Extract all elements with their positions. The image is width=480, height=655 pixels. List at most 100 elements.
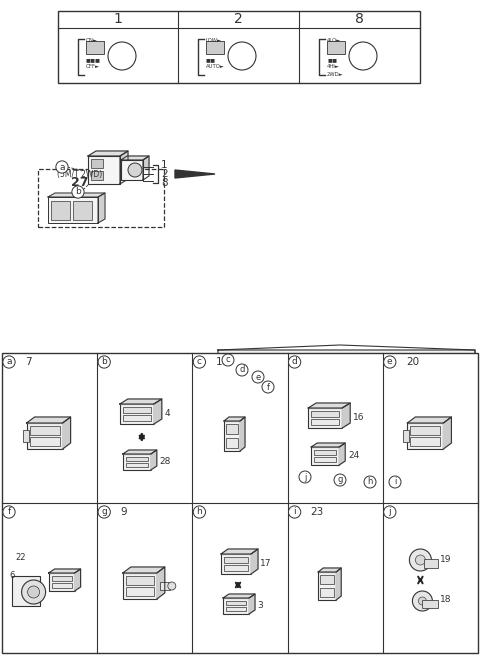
Polygon shape: [251, 549, 258, 574]
Circle shape: [412, 591, 432, 611]
Bar: [403, 430, 409, 442]
Bar: [86, 41, 104, 54]
Bar: [126, 587, 154, 596]
Text: 27: 27: [71, 176, 89, 189]
Bar: [311, 447, 339, 465]
Text: 4HI►: 4HI►: [327, 64, 340, 69]
Text: ■■■: ■■■: [86, 58, 101, 62]
Bar: [160, 582, 170, 590]
Bar: [311, 411, 339, 417]
Text: j: j: [388, 508, 391, 517]
Bar: [48, 573, 74, 591]
Text: 2WD►: 2WD►: [327, 73, 344, 77]
Circle shape: [415, 555, 425, 565]
Text: 18: 18: [441, 595, 452, 605]
Bar: [410, 426, 441, 435]
Polygon shape: [154, 399, 162, 424]
Bar: [318, 572, 336, 600]
Bar: [320, 575, 334, 584]
Text: e: e: [387, 358, 393, 367]
Text: 28: 28: [160, 457, 171, 466]
Circle shape: [349, 42, 377, 70]
Bar: [120, 404, 154, 424]
Bar: [230, 400, 270, 425]
Polygon shape: [308, 403, 350, 408]
Text: d: d: [240, 365, 245, 375]
Polygon shape: [340, 470, 390, 495]
Polygon shape: [218, 350, 475, 500]
Polygon shape: [318, 568, 341, 572]
Bar: [52, 576, 72, 581]
Bar: [224, 421, 240, 451]
Bar: [226, 438, 238, 448]
Bar: [224, 565, 248, 571]
Bar: [314, 457, 336, 462]
Text: ON►: ON►: [86, 37, 98, 43]
Bar: [123, 407, 151, 413]
Polygon shape: [62, 417, 71, 449]
Text: 2: 2: [234, 12, 242, 26]
Bar: [314, 450, 336, 455]
Text: 24: 24: [348, 451, 360, 460]
Text: 17: 17: [260, 559, 272, 569]
Bar: [226, 601, 246, 605]
Text: 9: 9: [120, 507, 127, 517]
Polygon shape: [26, 417, 71, 423]
Bar: [405, 405, 460, 440]
Bar: [338, 427, 377, 452]
Circle shape: [278, 368, 342, 432]
Text: a: a: [6, 358, 12, 367]
Polygon shape: [151, 450, 157, 470]
Bar: [320, 588, 334, 597]
Bar: [12, 576, 39, 606]
Bar: [223, 598, 249, 614]
Circle shape: [168, 582, 176, 590]
Bar: [126, 457, 148, 461]
Text: 8: 8: [355, 12, 363, 26]
Text: 7: 7: [25, 357, 32, 367]
Polygon shape: [123, 567, 165, 573]
Text: i: i: [293, 508, 296, 517]
Circle shape: [28, 586, 39, 598]
Polygon shape: [408, 417, 451, 423]
Bar: [30, 426, 60, 435]
Bar: [48, 197, 98, 223]
Text: 1: 1: [114, 12, 122, 26]
Polygon shape: [444, 417, 451, 449]
Text: d: d: [292, 358, 298, 367]
Bar: [338, 413, 356, 423]
Bar: [226, 607, 246, 611]
Bar: [126, 576, 154, 585]
Text: 22: 22: [15, 553, 26, 563]
Bar: [74, 36, 134, 78]
Bar: [123, 415, 151, 421]
Circle shape: [288, 378, 332, 422]
Polygon shape: [311, 443, 345, 447]
Bar: [335, 395, 380, 455]
Polygon shape: [143, 156, 149, 180]
Polygon shape: [339, 443, 345, 465]
Text: 4: 4: [165, 409, 170, 419]
Text: b: b: [75, 187, 81, 196]
Text: ■■: ■■: [327, 58, 337, 62]
Text: 1: 1: [161, 160, 168, 170]
Polygon shape: [48, 569, 81, 573]
Polygon shape: [240, 417, 245, 451]
Polygon shape: [123, 450, 157, 454]
Text: 19: 19: [441, 555, 452, 563]
Text: 10: 10: [216, 357, 228, 367]
Text: c: c: [197, 358, 202, 367]
Circle shape: [108, 42, 136, 70]
Bar: [327, 41, 345, 54]
Text: h: h: [196, 508, 202, 517]
Bar: [73, 201, 92, 220]
Circle shape: [419, 597, 426, 605]
Polygon shape: [98, 193, 105, 223]
Polygon shape: [88, 151, 128, 156]
Text: (5M/T 2WD): (5M/T 2WD): [58, 170, 103, 179]
Bar: [2, 353, 478, 653]
Polygon shape: [249, 594, 255, 614]
Bar: [315, 36, 375, 78]
Bar: [360, 413, 378, 423]
Text: a: a: [59, 162, 65, 172]
